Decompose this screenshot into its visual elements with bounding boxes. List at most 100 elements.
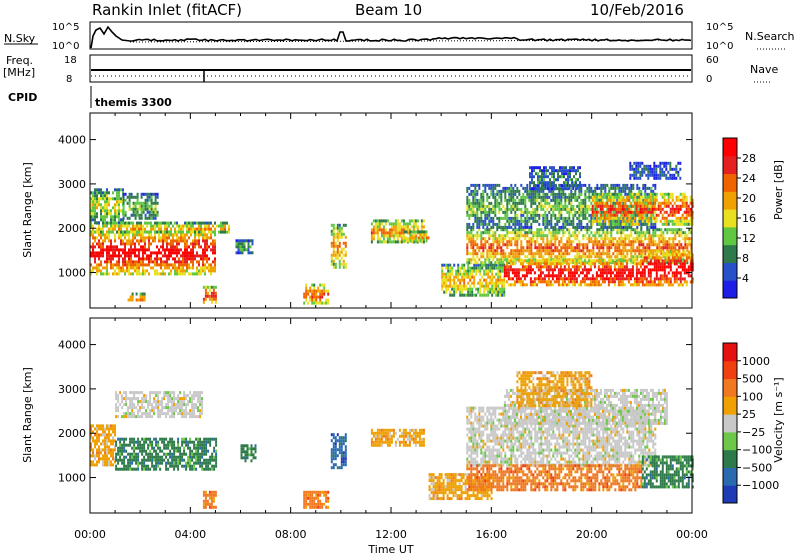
echo-cell <box>136 239 138 243</box>
echo-cell <box>463 293 466 297</box>
echo-cell <box>514 228 517 232</box>
echo-cell <box>666 261 669 265</box>
echo-cell <box>648 237 651 241</box>
echo-cell <box>582 207 585 211</box>
echo-cell <box>524 204 527 208</box>
echo-cell <box>451 272 454 276</box>
echo-cell <box>685 222 688 226</box>
echo-cell <box>676 228 679 232</box>
echo-cell <box>441 284 444 288</box>
echo-cell <box>382 228 385 232</box>
echo-cell <box>104 203 106 207</box>
echo-cell <box>174 239 176 243</box>
echo-cell <box>689 268 692 272</box>
echo-cell <box>649 253 652 257</box>
echo-cell <box>315 301 318 305</box>
echo-cell <box>563 181 565 185</box>
echo-cell <box>447 284 450 288</box>
echo-cell <box>608 249 611 253</box>
echo-cell <box>638 195 641 199</box>
echo-cell <box>178 248 180 252</box>
echo-cell <box>200 266 202 270</box>
echo-cell <box>122 213 125 217</box>
echo-cell <box>528 225 531 229</box>
echo-cell <box>164 263 166 267</box>
echo-cell <box>466 249 469 253</box>
echo-cell <box>202 300 205 304</box>
echo-cell <box>604 195 607 199</box>
echo-cell <box>524 249 527 253</box>
echo-cell <box>487 266 490 270</box>
echo-cell <box>483 269 486 273</box>
echo-cell <box>516 219 519 223</box>
echo-cell <box>152 207 155 211</box>
echo-cell <box>625 265 628 269</box>
echo-cell <box>420 222 423 226</box>
echo-cell <box>588 249 591 253</box>
echo-cell <box>637 280 640 284</box>
echo-cell <box>552 195 555 199</box>
echo-cell <box>204 224 206 228</box>
echo-cell <box>504 222 507 226</box>
echo-cell <box>110 263 112 267</box>
echo-cell <box>691 204 694 208</box>
echo-cell <box>470 246 473 250</box>
echo-cell <box>639 271 642 275</box>
echo-cell <box>102 242 104 246</box>
echo-cell <box>597 280 600 284</box>
echo-cell <box>570 234 573 238</box>
echo-cell <box>481 275 484 279</box>
echo-cell <box>643 265 646 269</box>
echo-cell <box>623 213 626 217</box>
echo-cell <box>134 254 136 258</box>
echo-cell <box>455 290 458 294</box>
echo-cell <box>178 239 180 243</box>
echo-cell <box>338 241 341 245</box>
echo-cell <box>685 259 688 263</box>
echo-cell <box>468 186 471 190</box>
echo-cell <box>641 222 644 226</box>
echo-cell <box>628 243 631 247</box>
echo-cell <box>683 259 686 263</box>
echo-cell <box>212 260 214 264</box>
echo-cell <box>325 289 328 293</box>
echo-cell <box>560 189 563 193</box>
echo-cell <box>592 246 595 250</box>
echo-cell <box>108 257 110 261</box>
echo-cell <box>635 277 638 281</box>
echo-cell <box>384 228 387 232</box>
echo-cell <box>494 201 497 205</box>
echo-cell <box>626 225 629 229</box>
echo-cell <box>502 249 505 253</box>
echo-cell <box>485 284 488 288</box>
echo-cell <box>132 207 135 211</box>
echo-cell <box>582 183 585 187</box>
echo-cell <box>453 287 456 291</box>
echo-cell <box>607 280 610 284</box>
echo-cell <box>342 241 345 245</box>
echo-cell <box>400 240 403 244</box>
echo-cell <box>685 256 688 260</box>
echo-cell <box>605 274 608 278</box>
echo-cell <box>620 237 623 241</box>
echo-cell <box>582 201 585 205</box>
echo-cell <box>641 262 644 266</box>
echo-cell <box>683 253 686 257</box>
echo-cell <box>142 257 144 261</box>
echo-cell <box>334 265 337 269</box>
echo-cell <box>492 192 495 196</box>
echo-cell <box>549 265 552 269</box>
echo-cell <box>170 263 172 267</box>
echo-cell <box>120 188 122 192</box>
echo-cell <box>624 225 627 229</box>
echo-cell <box>650 189 653 193</box>
echo-cell <box>678 240 681 244</box>
echo-cell <box>543 172 545 176</box>
echo-cell <box>483 263 486 267</box>
echo-cell <box>651 192 654 196</box>
echo-cell <box>122 221 124 225</box>
echo-cell <box>122 188 124 192</box>
echo-cell <box>584 189 587 193</box>
echo-cell <box>661 277 664 281</box>
echo-cell <box>566 222 569 226</box>
